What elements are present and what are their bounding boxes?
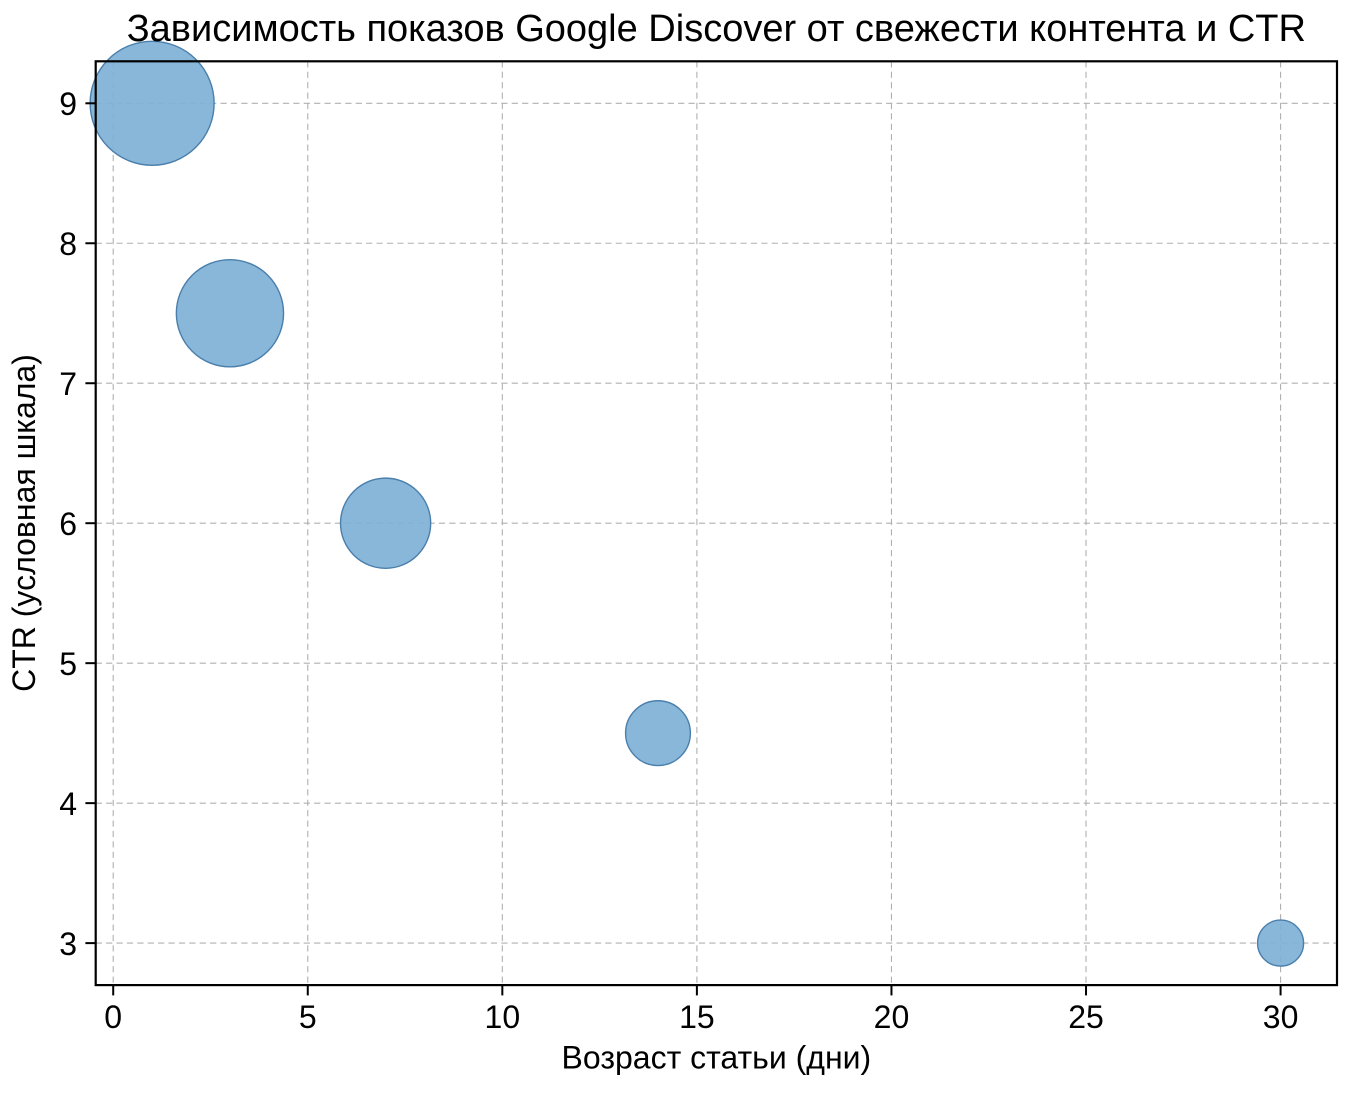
svg-text:9: 9: [59, 86, 77, 122]
svg-text:4: 4: [59, 786, 77, 822]
svg-text:15: 15: [679, 999, 715, 1035]
svg-text:7: 7: [59, 366, 77, 402]
svg-text:3: 3: [59, 926, 77, 962]
svg-text:30: 30: [1263, 999, 1299, 1035]
svg-text:25: 25: [1068, 999, 1104, 1035]
svg-text:20: 20: [874, 999, 910, 1035]
svg-text:8: 8: [59, 226, 77, 262]
svg-text:Зависимость показов Google Dis: Зависимость показов Google Discover от с…: [127, 8, 1306, 50]
svg-text:6: 6: [59, 506, 77, 542]
svg-text:5: 5: [299, 999, 317, 1035]
svg-text:Возраст статьи (дни): Возраст статьи (дни): [562, 1040, 872, 1076]
svg-text:0: 0: [104, 999, 122, 1035]
svg-text:CTR (условная шкала): CTR (условная шкала): [6, 354, 42, 692]
svg-text:10: 10: [485, 999, 521, 1035]
svg-text:5: 5: [59, 646, 77, 682]
